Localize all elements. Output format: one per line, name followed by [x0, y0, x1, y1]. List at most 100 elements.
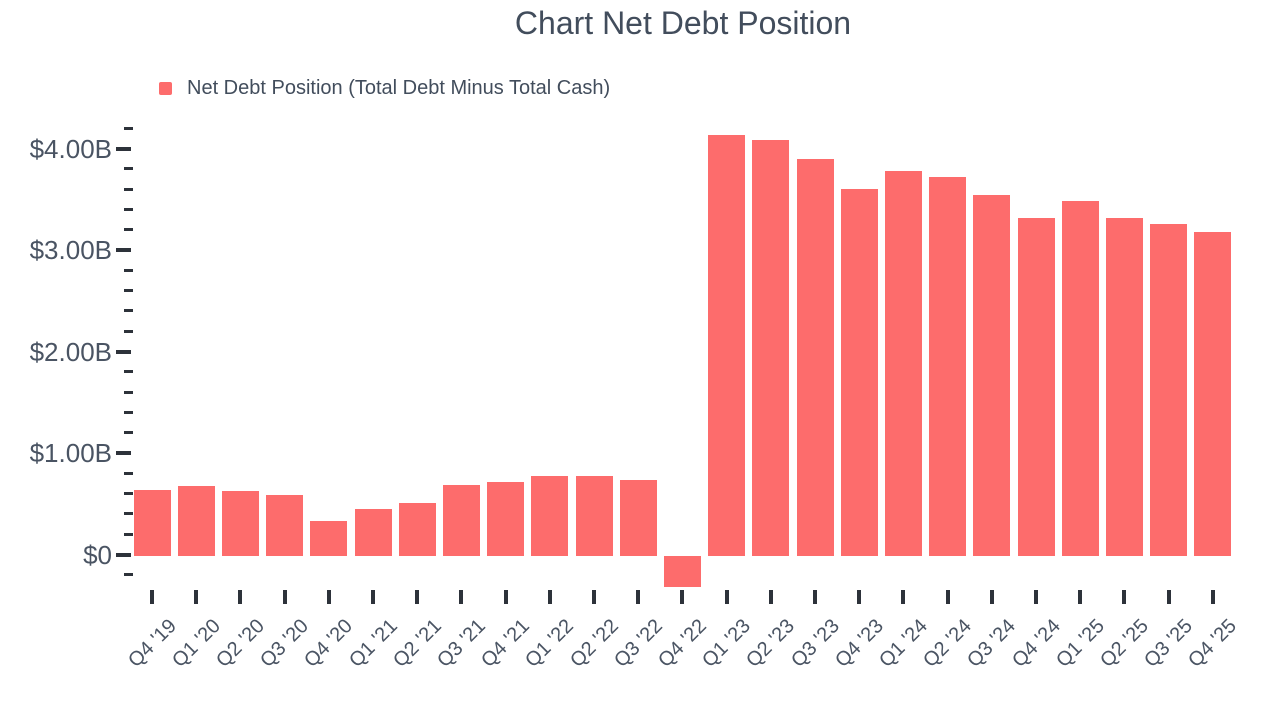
x-tick-mark [326, 590, 331, 604]
bar-q2-25[interactable] [1105, 218, 1143, 556]
x-axis-label: Q4 '21 [477, 615, 535, 672]
y-minor-tick-mark [124, 390, 133, 394]
x-tick-mark [1166, 590, 1171, 604]
bar-q3-23[interactable] [796, 159, 834, 556]
bar-q1-25[interactable] [1061, 200, 1099, 556]
bar-q3-22[interactable] [619, 479, 657, 556]
x-axis-label: Q4 '19 [123, 615, 181, 672]
bar-q2-23[interactable] [752, 139, 790, 556]
x-tick-mark [547, 590, 552, 604]
y-minor-tick-mark [124, 167, 133, 171]
y-minor-tick-mark [124, 370, 133, 374]
bar-q4-22[interactable] [663, 556, 701, 588]
x-axis-label: Q4 '23 [830, 615, 888, 672]
bar-q2-22[interactable] [575, 475, 613, 556]
y-minor-tick-mark [124, 573, 133, 577]
bar-q4-24[interactable] [1017, 218, 1055, 556]
bar-q2-24[interactable] [929, 177, 967, 556]
bar-q4-23[interactable] [840, 188, 878, 556]
x-tick-mark [989, 590, 994, 604]
x-axis-label: Q3 '22 [609, 615, 667, 672]
bar-q3-24[interactable] [973, 194, 1011, 556]
bar-q4-21[interactable] [487, 481, 525, 556]
bar-q3-20[interactable] [266, 495, 304, 556]
x-axis-label: Q1 '21 [344, 615, 402, 672]
x-axis-label: Q2 '24 [919, 615, 977, 672]
x-tick-mark [371, 590, 375, 604]
x-axis-label: Q3 '23 [786, 615, 844, 672]
y-axis-label: $0 [83, 539, 112, 570]
legend-item[interactable]: Net Debt Position (Total Debt Minus Tota… [159, 77, 610, 100]
y-minor-tick-mark [124, 532, 133, 536]
chart-title: Chart Net Debt Position [514, 5, 852, 41]
y-major-tick-mark [116, 451, 131, 455]
x-tick-mark [1034, 590, 1038, 604]
x-axis-label: Q2 '21 [388, 615, 446, 672]
x-tick-mark [194, 590, 199, 604]
x-tick-mark [1210, 590, 1215, 604]
x-tick-mark [857, 590, 862, 604]
bar-q4-25[interactable] [1194, 232, 1232, 556]
legend: Net Debt Position (Total Debt Minus Tota… [159, 77, 610, 100]
x-tick-mark [415, 590, 420, 604]
y-minor-tick-mark [124, 492, 133, 496]
bar-q3-21[interactable] [442, 484, 480, 556]
y-axis-label: $1.00B [29, 438, 112, 468]
x-axis-label: Q1 '22 [521, 615, 579, 672]
y-minor-tick-mark [124, 512, 133, 516]
y-minor-tick-mark [124, 207, 133, 211]
x-axis-label: Q3 '21 [433, 615, 490, 672]
y-major-tick-mark [116, 146, 131, 151]
x-tick-mark [150, 590, 154, 604]
bar-q4-20[interactable] [310, 521, 348, 556]
bar-q1-23[interactable] [708, 134, 746, 556]
x-axis-label: Q1 '23 [698, 615, 756, 672]
x-axis-label: Q2 '25 [1096, 615, 1153, 672]
y-minor-tick-mark [124, 126, 133, 130]
y-minor-tick-mark [124, 309, 133, 313]
bar-q2-20[interactable] [221, 491, 259, 556]
x-axis-label: Q3 '25 [1140, 615, 1198, 672]
x-tick-mark [592, 590, 596, 604]
x-tick-mark [945, 590, 950, 604]
x-axis-label: Q2 '23 [742, 615, 800, 672]
x-axis-label: Q1 '24 [875, 615, 932, 672]
y-major-tick-mark [116, 349, 131, 354]
y-minor-tick-mark [124, 471, 133, 475]
bar-q1-20[interactable] [177, 485, 215, 556]
x-tick-mark [1078, 590, 1083, 604]
y-minor-tick-mark [124, 268, 133, 272]
x-tick-mark [503, 590, 508, 604]
x-axis-label: Q4 '20 [300, 615, 358, 672]
bar-q2-21[interactable] [398, 503, 436, 556]
x-tick-mark [768, 590, 773, 604]
bar-q3-25[interactable] [1150, 224, 1188, 556]
bar-q4-19[interactable] [133, 490, 171, 556]
x-tick-mark [282, 590, 287, 604]
y-minor-tick-mark [124, 187, 133, 191]
x-axis-label: Q4 '22 [654, 615, 711, 672]
y-minor-tick-mark [124, 329, 133, 333]
x-axis-label: Q2 '22 [565, 615, 623, 672]
y-major-tick-mark [116, 552, 131, 557]
x-tick-mark [680, 590, 685, 604]
y-axis-label: $3.00B [29, 235, 112, 265]
x-tick-mark [238, 590, 243, 604]
legend-label: Net Debt Position (Total Debt Minus Tota… [187, 77, 611, 99]
bar-q1-22[interactable] [531, 475, 569, 556]
y-minor-tick-mark [124, 228, 133, 232]
x-axis-label: Q4 '24 [1007, 615, 1065, 672]
x-axis-label: Q3 '20 [256, 615, 314, 672]
x-axis-label: Q4 '25 [1184, 615, 1242, 672]
x-tick-mark [813, 590, 817, 604]
x-tick-mark [1122, 590, 1127, 604]
y-axis-label: $2.00B [29, 336, 112, 367]
y-major-tick-mark [116, 248, 131, 252]
y-minor-tick-mark [124, 410, 133, 414]
bar-q1-21[interactable] [354, 509, 392, 556]
x-axis-label: Q2 '20 [212, 615, 269, 672]
bar-q1-24[interactable] [884, 171, 922, 556]
legend-marker-icon [159, 82, 172, 95]
